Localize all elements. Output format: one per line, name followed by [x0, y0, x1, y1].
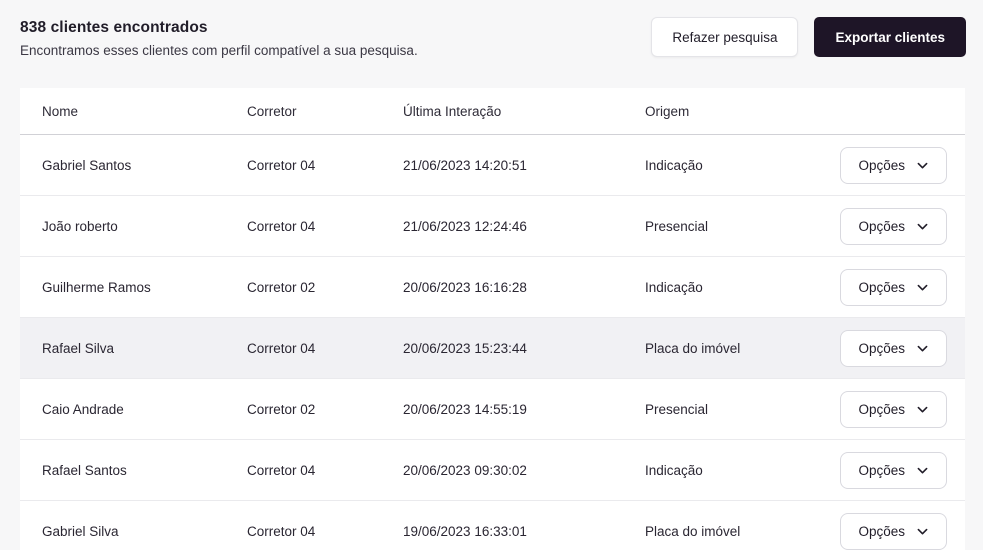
options-button-label: Opções [858, 462, 905, 478]
export-clients-button[interactable]: Exportar clientes [814, 17, 966, 57]
options-button[interactable]: Opções [840, 390, 947, 428]
options-button-label: Opções [858, 340, 905, 356]
options-button[interactable]: Opções [840, 268, 947, 306]
page-subtitle: Encontramos esses clientes com perfil co… [20, 43, 418, 58]
cell-corretor: Corretor 04 [247, 523, 316, 539]
cell-corretor: Corretor 02 [247, 401, 316, 417]
options-button-label: Opções [858, 279, 905, 295]
chevron-down-icon [916, 281, 929, 294]
cell-origem: Placa do imóvel [645, 340, 741, 356]
clients-table: Nome Corretor Última Interação Origem Ga… [20, 88, 965, 550]
cell-origem: Placa do imóvel [645, 523, 741, 539]
table-row[interactable]: João roberto Corretor 04 21/06/2023 12:2… [20, 196, 965, 257]
chevron-down-icon [916, 403, 929, 416]
cell-options: Opções [835, 207, 965, 245]
cell-corretor: Corretor 02 [247, 279, 316, 295]
options-button[interactable]: Opções [840, 329, 947, 367]
table-row[interactable]: Rafael Santos Corretor 04 20/06/2023 09:… [20, 440, 965, 501]
cell-nome: Rafael Santos [42, 462, 127, 478]
cell-corretor: Corretor 04 [247, 218, 316, 234]
cell-origem: Indicação [645, 157, 703, 173]
table-row[interactable]: Caio Andrade Corretor 02 20/06/2023 14:5… [20, 379, 965, 440]
options-button[interactable]: Opções [840, 451, 947, 489]
table-header-row: Nome Corretor Última Interação Origem [20, 88, 965, 135]
cell-origem: Indicação [645, 462, 703, 478]
cell-ultima-interacao: 19/06/2023 16:33:01 [403, 523, 527, 539]
cell-options: Opções [835, 512, 965, 550]
column-header-ultima-interacao: Última Interação [403, 103, 502, 119]
cell-ultima-interacao: 21/06/2023 12:24:46 [403, 218, 527, 234]
cell-nome: Guilherme Ramos [42, 279, 151, 295]
cell-nome: Rafael Silva [42, 340, 115, 356]
column-header-nome: Nome [42, 103, 79, 119]
cell-nome: João roberto [42, 218, 118, 234]
cell-ultima-interacao: 20/06/2023 16:16:28 [403, 279, 527, 295]
results-header: 838 clientes encontrados Encontramos ess… [0, 0, 983, 88]
chevron-down-icon [916, 464, 929, 477]
options-button[interactable]: Opções [840, 207, 947, 245]
cell-ultima-interacao: 20/06/2023 09:30:02 [403, 462, 527, 478]
options-button[interactable]: Opções [840, 146, 947, 184]
options-button-label: Opções [858, 523, 905, 539]
column-header-corretor: Corretor [247, 103, 297, 119]
page-title: 838 clientes encontrados [20, 19, 208, 36]
cell-ultima-interacao: 21/06/2023 14:20:51 [403, 157, 527, 173]
cell-ultima-interacao: 20/06/2023 14:55:19 [403, 401, 527, 417]
cell-nome: Gabriel Silva [42, 523, 119, 539]
cell-origem: Indicação [645, 279, 703, 295]
cell-options: Opções [835, 390, 965, 428]
redo-search-button[interactable]: Refazer pesquisa [651, 17, 799, 57]
cell-corretor: Corretor 04 [247, 462, 316, 478]
cell-nome: Caio Andrade [42, 401, 124, 417]
cell-options: Opções [835, 329, 965, 367]
table-row[interactable]: Guilherme Ramos Corretor 02 20/06/2023 1… [20, 257, 965, 318]
table-body: Gabriel Santos Corretor 04 21/06/2023 14… [20, 135, 965, 550]
chevron-down-icon [916, 220, 929, 233]
cell-options: Opções [835, 451, 965, 489]
cell-ultima-interacao: 20/06/2023 15:23:44 [403, 340, 527, 356]
chevron-down-icon [916, 342, 929, 355]
options-button-label: Opções [858, 157, 905, 173]
cell-origem: Presencial [645, 218, 709, 234]
options-button-label: Opções [858, 218, 905, 234]
options-button-label: Opções [858, 401, 905, 417]
table-row[interactable]: Gabriel Silva Corretor 04 19/06/2023 16:… [20, 501, 965, 550]
header-actions: Refazer pesquisa Exportar clientes [651, 17, 966, 57]
cell-options: Opções [835, 146, 965, 184]
table-row[interactable]: Rafael Silva Corretor 04 20/06/2023 15:2… [20, 318, 965, 379]
cell-nome: Gabriel Santos [42, 157, 132, 173]
column-header-origem: Origem [645, 103, 690, 119]
cell-origem: Presencial [645, 401, 709, 417]
cell-corretor: Corretor 04 [247, 340, 316, 356]
cell-options: Opções [835, 268, 965, 306]
table-row[interactable]: Gabriel Santos Corretor 04 21/06/2023 14… [20, 135, 965, 196]
chevron-down-icon [916, 525, 929, 538]
options-button[interactable]: Opções [840, 512, 947, 550]
chevron-down-icon [916, 159, 929, 172]
cell-corretor: Corretor 04 [247, 157, 316, 173]
